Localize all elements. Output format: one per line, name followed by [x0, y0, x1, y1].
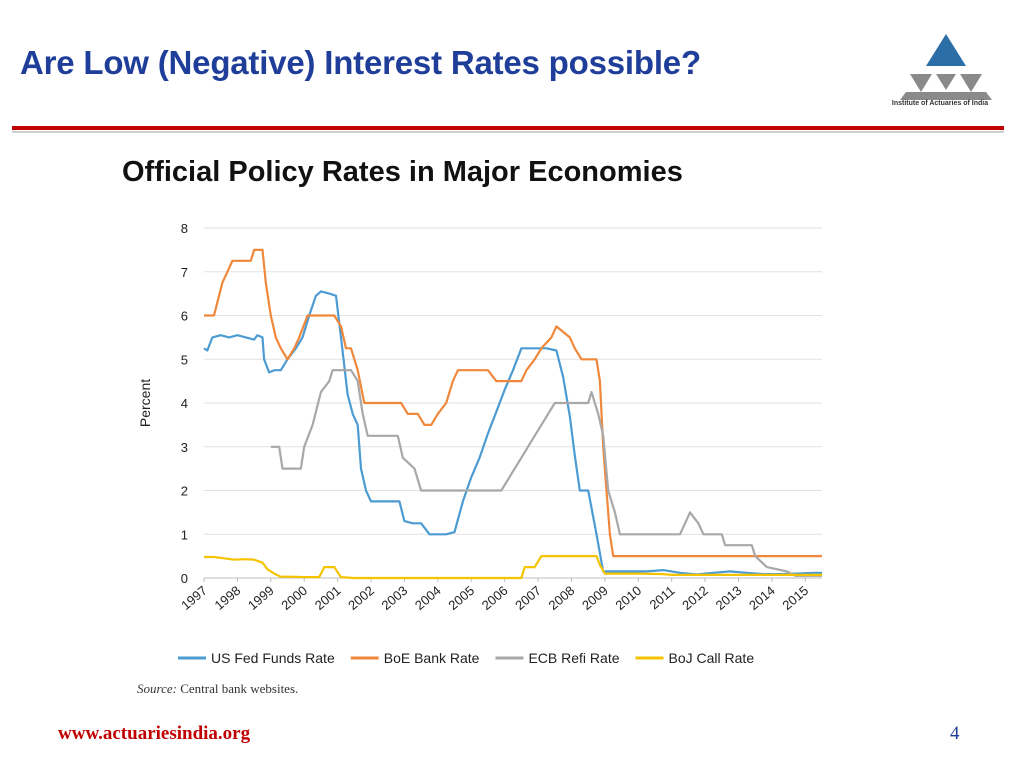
header-divider [12, 126, 1004, 130]
source-label: Source: [137, 681, 177, 696]
x-tick-label: 2002 [345, 583, 377, 613]
legend-label-0: US Fed Funds Rate [211, 650, 335, 666]
source-text: Central bank websites. [180, 681, 299, 696]
y-tick-label: 2 [181, 484, 188, 499]
x-tick-label: 2007 [512, 583, 544, 613]
x-tick-label: 2015 [779, 583, 811, 613]
x-tick-label: 2008 [546, 583, 578, 613]
series-line-0 [203, 290, 822, 576]
x-tick-label: 1998 [212, 583, 244, 613]
x-tick-label: 2011 [647, 583, 678, 612]
y-axis-title: Percent [137, 379, 153, 427]
x-tick-label: 2012 [679, 583, 711, 613]
logo-base-shape [900, 92, 992, 100]
logo-left-shape [910, 74, 932, 92]
header-divider-shadow [12, 131, 1004, 133]
series-line-3 [204, 555, 822, 580]
y-tick-label: 0 [181, 571, 188, 586]
y-tick-label: 7 [181, 265, 188, 280]
y-tick-label: 5 [181, 352, 188, 367]
x-tick-label: 2000 [278, 583, 310, 613]
y-tick-label: 4 [181, 396, 188, 411]
y-tick-label: 3 [181, 440, 188, 455]
logo-top-triangle [926, 34, 966, 66]
x-tick-label: 1999 [245, 583, 277, 613]
x-tick-label: 2014 [746, 583, 778, 613]
x-tick-label: 2003 [379, 583, 411, 613]
logo-right-shape [960, 74, 982, 92]
logo-caption: Institute of Actuaries of India [891, 100, 989, 107]
footer-website-link[interactable]: www.actuariesindia.org [58, 723, 251, 744]
source-note: Source: Central bank websites. [137, 681, 298, 697]
x-tick-label: 2009 [579, 583, 611, 613]
legend-label-2: ECB Refi Rate [528, 650, 619, 666]
y-tick-label: 1 [181, 527, 188, 542]
series-line-1 [204, 248, 822, 558]
y-tick-label: 6 [181, 309, 188, 324]
logo-center-shape [936, 74, 956, 90]
x-tick-label: 2013 [713, 583, 745, 613]
x-tick-label: 2005 [445, 583, 477, 613]
x-tick-label: 2006 [479, 583, 511, 613]
legend-label-1: BoE Bank Rate [384, 650, 480, 666]
page-number: 4 [950, 723, 960, 744]
series-line-2 [270, 369, 822, 577]
x-tick-label: 2010 [612, 583, 644, 613]
y-tick-label: 8 [181, 221, 188, 236]
x-tick-label: 2001 [312, 583, 344, 613]
slide-title: Are Low (Negative) Interest Rates possib… [20, 44, 701, 81]
legend-label-3: BoJ Call Rate [669, 650, 755, 666]
chart-title: Official Policy Rates in Major Economies [122, 156, 683, 188]
x-tick-label: 2004 [412, 583, 444, 613]
iai-logo-icon [900, 34, 992, 100]
x-tick-label: 1997 [178, 583, 210, 613]
